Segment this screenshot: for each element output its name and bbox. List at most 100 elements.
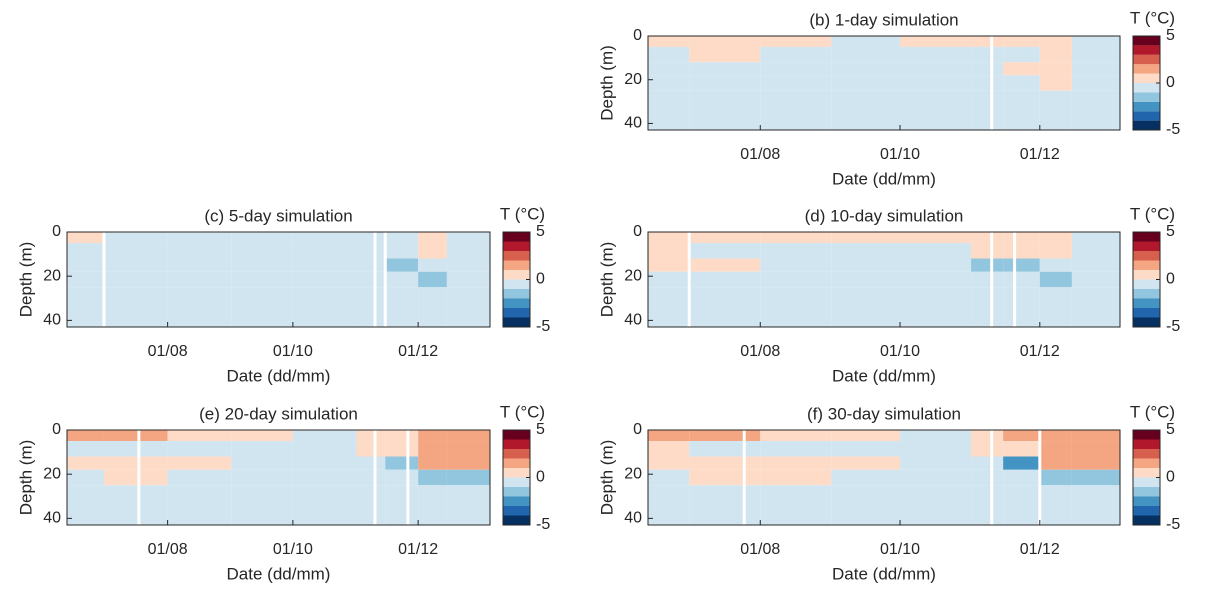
contour-cell: [971, 62, 1004, 76]
contour-cell: [1071, 232, 1120, 244]
colorbar-tick-label: -5: [1166, 121, 1180, 138]
contour-cell: [1039, 62, 1072, 76]
y-tick-label: 0: [52, 421, 61, 438]
colorbar-tick-label: 5: [536, 421, 545, 438]
contour-cell: [760, 62, 832, 76]
y-tick-label: 0: [52, 223, 61, 240]
contour-cell: [831, 430, 901, 442]
y-tick-label: 40: [624, 115, 642, 132]
colorbar-segment: [1133, 289, 1160, 299]
contour-cell: [67, 469, 104, 486]
contour-cell: [356, 485, 386, 525]
contour-cell: [1003, 485, 1040, 525]
contour-cell: [971, 441, 1004, 457]
contour-cell: [356, 271, 386, 288]
contour-cell: [231, 258, 293, 272]
colorbar-segment: [1133, 111, 1160, 121]
contour-cell: [760, 243, 832, 259]
contour-cell: [1003, 287, 1040, 327]
contour-cell: [418, 430, 447, 442]
contour-cell: [103, 469, 168, 486]
contour-cell: [648, 469, 690, 486]
contour-cell: [418, 258, 447, 272]
contour-cell: [67, 430, 104, 442]
contour-cell: [103, 441, 168, 457]
colorbar-segment: [1133, 439, 1160, 449]
contour-cell: [1071, 456, 1120, 470]
contour-cell: [1039, 271, 1072, 288]
contour-cell: [648, 485, 690, 525]
contour-cell: [760, 441, 832, 457]
contour-cell: [831, 469, 901, 486]
contour-cell: [971, 36, 1004, 47]
contour-cell: [900, 441, 972, 457]
x-tick-label: 01/10: [880, 343, 920, 360]
contour-cell: [385, 243, 419, 259]
colorbar-segment: [1133, 241, 1160, 251]
contour-cell: [385, 441, 419, 457]
contour-cell: [231, 271, 293, 288]
contour-cell: [900, 46, 972, 63]
contour-cell: [167, 485, 232, 525]
x-tick-label: 01/08: [148, 541, 188, 558]
contour-cell: [292, 232, 357, 244]
colorbar-segment: [503, 477, 530, 487]
contour-cell: [231, 430, 293, 442]
colorbar-tick-label: -5: [1166, 318, 1180, 335]
contour-cell: [446, 469, 490, 486]
contour-cell: [418, 232, 447, 244]
y-axis-label: Depth (m): [597, 242, 616, 318]
contour-cell: [831, 243, 901, 259]
y-axis-label: Depth (m): [597, 45, 616, 121]
colorbar-tick-label: 0: [536, 469, 545, 486]
contour-cell: [67, 456, 104, 470]
contour-cell: [760, 75, 832, 91]
colorbar-segment: [1133, 449, 1160, 459]
contour-cell: [971, 243, 1004, 259]
contour-cell: [900, 243, 972, 259]
plot-frame: [647, 231, 1121, 328]
colorbar-tick-label: 5: [1166, 27, 1175, 44]
colorbar-tick-label: 0: [536, 271, 545, 288]
colorbar-segment: [503, 317, 530, 327]
colorbar-tick-label: -5: [1166, 516, 1180, 533]
contour-cell: [831, 287, 901, 327]
contour-cell: [971, 75, 1004, 91]
y-tick-label: 20: [624, 465, 642, 482]
contour-cell: [648, 258, 690, 272]
contour-cell: [1071, 485, 1120, 525]
contour-cell: [1003, 243, 1040, 259]
contour-cell: [292, 485, 357, 525]
contour-cell: [418, 469, 447, 486]
x-tick-label: 01/10: [273, 541, 313, 558]
contour-cell: [1003, 456, 1040, 470]
contour-cell: [1039, 232, 1072, 244]
contour-cell: [1003, 469, 1040, 486]
contour-cell: [831, 90, 901, 130]
x-tick-label: 01/10: [273, 343, 313, 360]
y-axis-label: Depth (m): [16, 440, 35, 516]
contour-cell: [103, 232, 168, 244]
colorbar-tick-label: -5: [536, 318, 550, 335]
contour-cell: [971, 90, 1004, 130]
contour-cell: [648, 456, 690, 470]
contour-cell: [356, 469, 386, 486]
contour-cell: [418, 287, 447, 327]
contour-cell: [167, 287, 232, 327]
contour-cell: [689, 441, 761, 457]
contour-cell: [971, 46, 1004, 63]
contour-cell: [167, 456, 232, 470]
contour-cell: [231, 287, 293, 327]
colorbar-segment: [503, 241, 530, 251]
panel-title: (f) 30-day simulation: [807, 404, 961, 423]
contour-cell: [167, 469, 232, 486]
plot-frame: [647, 35, 1121, 131]
contour-cell: [689, 36, 761, 47]
contour-cell: [292, 258, 357, 272]
contour-cell: [900, 36, 972, 47]
colorbar-segment: [1133, 64, 1160, 74]
colorbar-label: T (°C): [1130, 8, 1175, 27]
colorbar-tick-label: -5: [536, 516, 550, 533]
contour-cell: [356, 287, 386, 327]
